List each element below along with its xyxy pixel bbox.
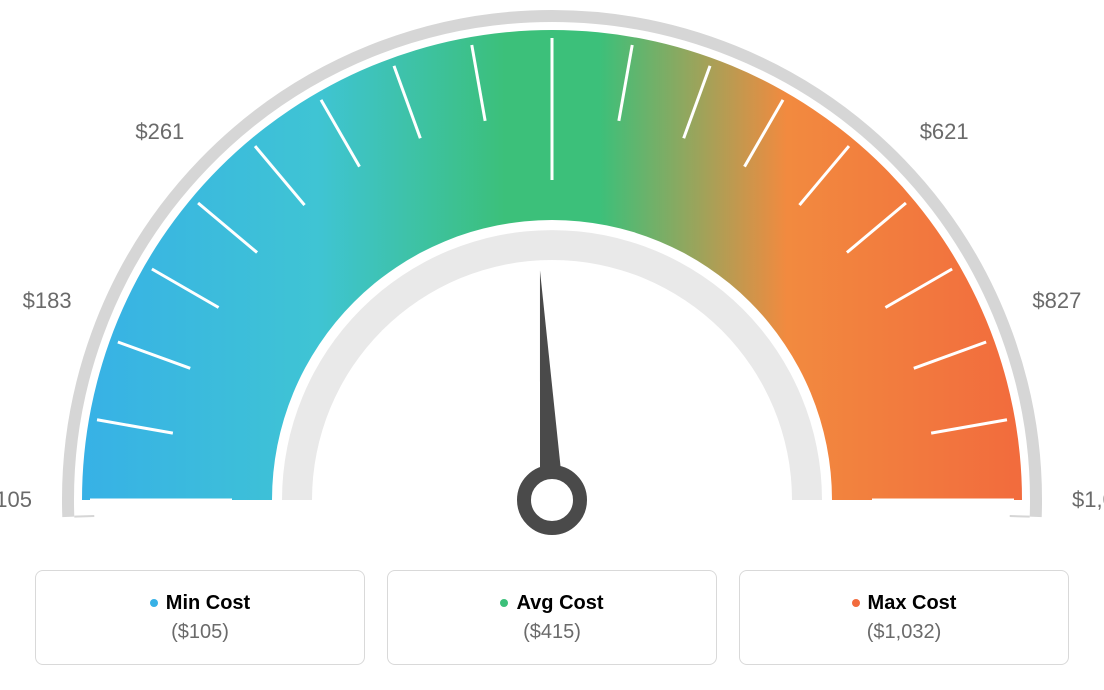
- legend-value-min: ($105): [171, 621, 229, 644]
- legend-value-avg: ($415): [523, 621, 581, 644]
- legend-dot-min: [150, 599, 158, 607]
- gauge-hub: [524, 472, 580, 528]
- legend-title-avg: Avg Cost: [500, 592, 603, 615]
- legend-dot-avg: [500, 599, 508, 607]
- gauge-label: $827: [1032, 288, 1081, 314]
- legend-label-max: Max Cost: [868, 592, 957, 615]
- gauge-label: $261: [135, 119, 184, 145]
- gauge-label: $183: [23, 288, 72, 314]
- legend-value-max: ($1,032): [867, 621, 942, 644]
- legend-card-min: Min Cost ($105): [35, 570, 365, 665]
- legend-label-min: Min Cost: [166, 592, 250, 615]
- legend-row: Min Cost ($105) Avg Cost ($415) Max Cost…: [0, 570, 1104, 665]
- legend-dot-max: [852, 599, 860, 607]
- gauge-label: $1,032: [1072, 487, 1104, 513]
- gauge-svg: [0, 0, 1104, 560]
- legend-title-max: Max Cost: [852, 592, 957, 615]
- gauge-label: $105: [0, 487, 32, 513]
- legend-card-avg: Avg Cost ($415): [387, 570, 717, 665]
- legend-card-max: Max Cost ($1,032): [739, 570, 1069, 665]
- legend-label-avg: Avg Cost: [516, 592, 603, 615]
- gauge-container: $105$183$261$415$621$827$1,032: [0, 0, 1104, 560]
- legend-title-min: Min Cost: [150, 592, 250, 615]
- gauge-label: $621: [920, 119, 969, 145]
